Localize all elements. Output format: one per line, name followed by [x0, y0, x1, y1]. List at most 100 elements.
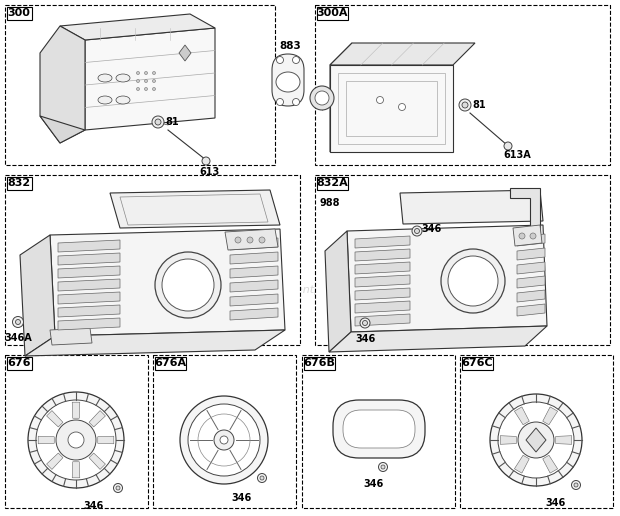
Circle shape [381, 465, 385, 469]
Bar [5, 175, 300, 345]
Circle shape [462, 102, 468, 108]
Circle shape [259, 237, 265, 243]
Bar [338, 73, 445, 144]
Text: 832A: 832A [317, 179, 348, 188]
Polygon shape [517, 234, 545, 246]
Bar [315, 175, 610, 345]
Bar [317, 177, 348, 190]
Polygon shape [58, 292, 120, 304]
Circle shape [162, 259, 214, 311]
Polygon shape [515, 407, 529, 425]
Polygon shape [517, 276, 545, 288]
Polygon shape [85, 28, 215, 130]
Text: 300A: 300A [317, 8, 348, 19]
Circle shape [153, 79, 156, 83]
Polygon shape [50, 229, 285, 336]
Polygon shape [179, 45, 191, 61]
Bar [5, 355, 148, 508]
Circle shape [144, 88, 148, 90]
Text: 346: 346 [363, 479, 383, 489]
Circle shape [153, 88, 156, 90]
Polygon shape [500, 436, 516, 444]
Polygon shape [110, 190, 280, 228]
FancyBboxPatch shape [272, 54, 304, 106]
Polygon shape [542, 455, 557, 473]
Ellipse shape [98, 74, 112, 82]
Bar [346, 81, 437, 136]
Polygon shape [38, 436, 54, 444]
Text: 676B: 676B [304, 359, 335, 368]
Polygon shape [510, 188, 540, 235]
FancyBboxPatch shape [343, 410, 415, 448]
Bar [7, 7, 32, 20]
Polygon shape [58, 253, 120, 265]
Polygon shape [330, 43, 475, 65]
Polygon shape [46, 453, 63, 470]
Circle shape [136, 88, 140, 90]
Bar [7, 357, 32, 370]
Circle shape [152, 116, 164, 128]
Polygon shape [515, 455, 529, 473]
Polygon shape [60, 14, 215, 40]
Polygon shape [58, 318, 120, 330]
Ellipse shape [116, 96, 130, 104]
Circle shape [180, 396, 268, 484]
Bar [155, 357, 186, 370]
Text: 346: 346 [422, 224, 442, 234]
Bar [460, 355, 613, 508]
Circle shape [360, 318, 370, 328]
Text: eplacementparts.com: eplacementparts.com [249, 285, 371, 295]
FancyBboxPatch shape [333, 400, 425, 458]
Bar [315, 5, 610, 165]
Text: 676C: 676C [462, 359, 494, 368]
Text: 300: 300 [8, 8, 30, 19]
Circle shape [277, 99, 283, 105]
Text: 613A: 613A [503, 150, 531, 160]
Circle shape [498, 402, 574, 478]
Circle shape [235, 237, 241, 243]
Circle shape [202, 157, 210, 165]
Circle shape [260, 476, 264, 480]
Circle shape [448, 256, 498, 306]
Circle shape [310, 86, 334, 110]
Circle shape [136, 72, 140, 74]
Ellipse shape [98, 96, 112, 104]
Circle shape [378, 462, 388, 472]
Polygon shape [50, 328, 92, 345]
Polygon shape [347, 225, 547, 332]
Circle shape [504, 142, 512, 150]
Polygon shape [225, 229, 278, 250]
Circle shape [415, 229, 420, 234]
Polygon shape [329, 326, 547, 352]
Bar [5, 5, 275, 165]
Polygon shape [355, 275, 410, 287]
Polygon shape [355, 236, 410, 248]
Circle shape [315, 91, 329, 105]
Polygon shape [40, 26, 85, 143]
Polygon shape [98, 436, 114, 444]
Text: 346: 346 [546, 498, 566, 508]
Text: 676: 676 [7, 359, 31, 368]
Polygon shape [355, 262, 410, 274]
Polygon shape [230, 280, 278, 292]
Polygon shape [230, 294, 278, 306]
Circle shape [28, 392, 124, 488]
Polygon shape [89, 453, 105, 470]
Bar [462, 357, 493, 370]
Circle shape [247, 237, 253, 243]
Polygon shape [330, 43, 352, 152]
Polygon shape [517, 304, 545, 316]
Circle shape [136, 79, 140, 83]
Circle shape [363, 320, 368, 326]
Circle shape [518, 422, 554, 458]
Circle shape [144, 72, 148, 74]
Polygon shape [517, 262, 545, 274]
Text: 81: 81 [472, 100, 486, 110]
Text: 988: 988 [320, 198, 340, 208]
Polygon shape [89, 411, 105, 427]
Bar [317, 7, 348, 20]
Polygon shape [330, 65, 453, 152]
Circle shape [113, 483, 123, 492]
Polygon shape [517, 248, 545, 260]
Polygon shape [46, 411, 63, 427]
